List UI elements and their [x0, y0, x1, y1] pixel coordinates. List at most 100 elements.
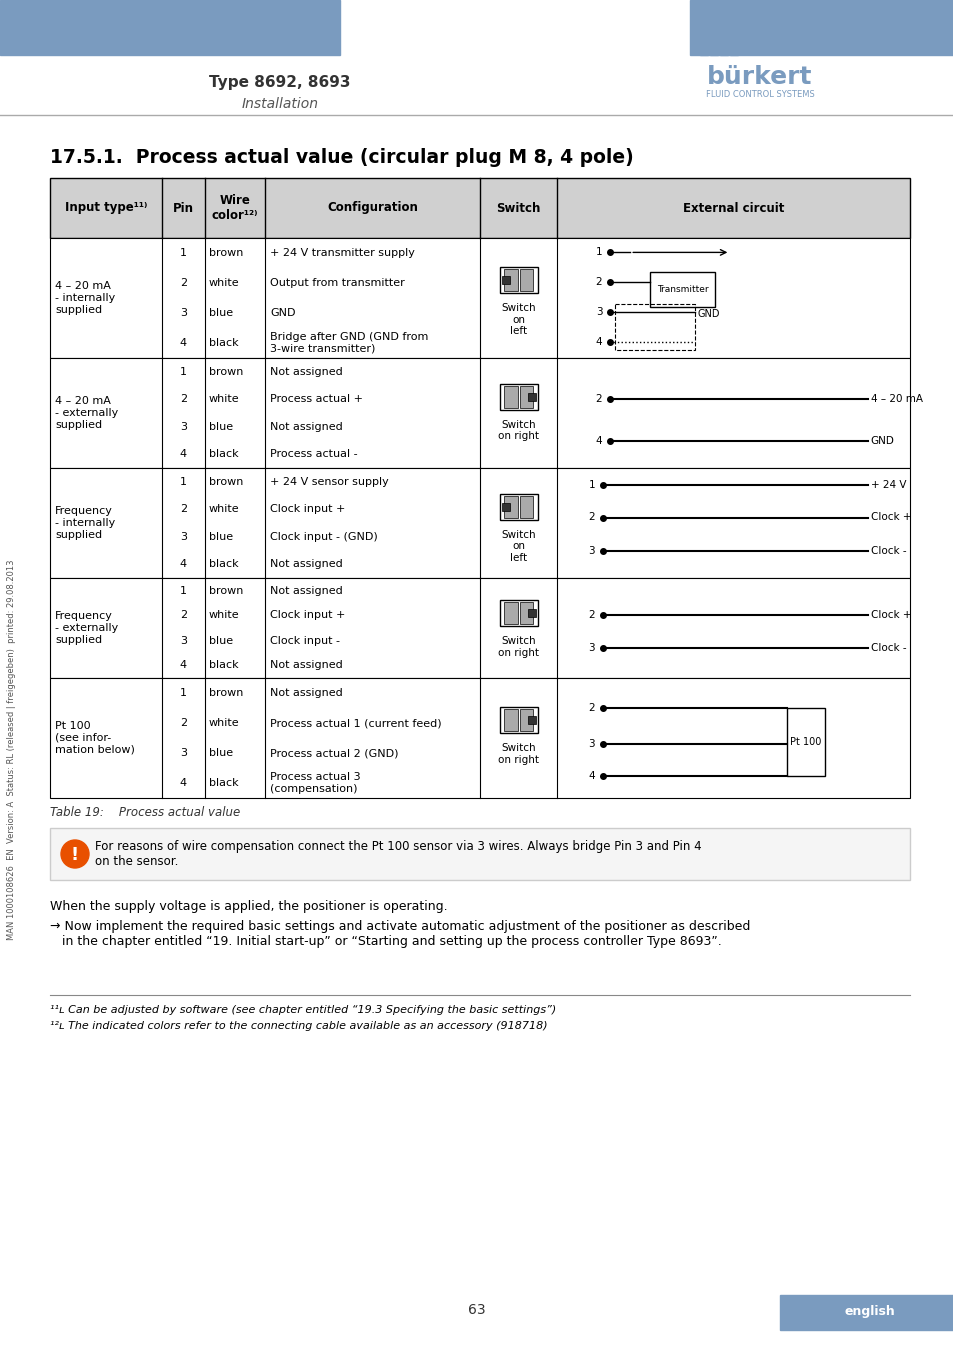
Text: blue: blue	[209, 308, 233, 319]
Text: GND: GND	[870, 436, 894, 446]
Text: Input type¹¹⁾: Input type¹¹⁾	[65, 201, 147, 215]
Text: white: white	[209, 505, 239, 514]
Bar	[786, 707, 823, 776]
Text: + 24 V transmitter supply: + 24 V transmitter supply	[270, 248, 415, 258]
Text: Switch
on right: Switch on right	[497, 636, 538, 657]
Bar	[615, 304, 695, 351]
Bar	[504, 386, 517, 408]
Bar	[519, 602, 533, 624]
Text: 4: 4	[179, 660, 187, 671]
Text: Pt 100
(see infor-
mation below): Pt 100 (see infor- mation below)	[55, 721, 134, 755]
Text: + 24 V: + 24 V	[870, 479, 905, 490]
Text: blue: blue	[209, 636, 233, 645]
Text: Switch
on
left: Switch on left	[501, 302, 536, 336]
Bar	[519, 386, 533, 408]
Bar	[501, 275, 509, 284]
Text: 2: 2	[588, 513, 595, 522]
Text: 2: 2	[595, 394, 601, 404]
Circle shape	[61, 840, 89, 868]
Bar	[527, 393, 536, 401]
Bar	[519, 495, 533, 517]
Bar	[700, 43, 769, 49]
Text: Not assigned: Not assigned	[270, 586, 342, 595]
Text: Pin: Pin	[172, 201, 193, 215]
Text: For reasons of wire compensation connect the Pt 100 sensor via 3 wires. Always b: For reasons of wire compensation connect…	[95, 840, 700, 868]
Text: Not assigned: Not assigned	[270, 688, 342, 698]
Bar	[650, 273, 715, 308]
Text: ¹²ʟ The indicated colors refer to the connecting cable available as an accessory: ¹²ʟ The indicated colors refer to the co…	[50, 1021, 547, 1031]
Bar	[504, 495, 517, 517]
Text: Clock input +: Clock input +	[270, 505, 345, 514]
Text: 1: 1	[179, 477, 187, 487]
Text: 4: 4	[595, 338, 601, 347]
Text: GND: GND	[270, 308, 295, 319]
Text: Frequency
- internally
supplied: Frequency - internally supplied	[55, 506, 115, 540]
Bar	[729, 43, 738, 55]
Text: 4: 4	[595, 436, 601, 446]
Text: → Now implement the required basic settings and activate automatic adjustment of: → Now implement the required basic setti…	[50, 919, 750, 948]
Text: 3: 3	[588, 738, 595, 749]
Text: When the supply voltage is applied, the positioner is operating.: When the supply voltage is applied, the …	[50, 900, 447, 913]
Text: 2: 2	[588, 610, 595, 620]
Text: Switch
on right: Switch on right	[497, 420, 538, 441]
Bar	[499, 707, 537, 733]
Text: Frequency
- externally
supplied: Frequency - externally supplied	[55, 612, 118, 644]
Text: Switch
on right: Switch on right	[497, 743, 538, 764]
Bar	[780, 1295, 953, 1330]
Text: 17.5.1.  Process actual value (circular plug M 8, 4 pole): 17.5.1. Process actual value (circular p…	[50, 148, 633, 167]
Text: 4 – 20 mA: 4 – 20 mA	[870, 394, 922, 404]
Text: Not assigned: Not assigned	[270, 367, 342, 377]
Bar	[700, 43, 707, 55]
Text: 4: 4	[179, 559, 187, 570]
Bar	[519, 269, 533, 292]
Text: Clock input - (GND): Clock input - (GND)	[270, 532, 377, 541]
Bar	[504, 602, 517, 624]
Text: FLUID CONTROL SYSTEMS: FLUID CONTROL SYSTEMS	[705, 90, 814, 99]
Bar	[504, 709, 517, 730]
Text: Not assigned: Not assigned	[270, 421, 342, 432]
Bar	[501, 502, 509, 510]
Text: 2: 2	[595, 277, 601, 288]
Text: Pt 100: Pt 100	[789, 737, 821, 747]
Text: Process actual 2 (GND): Process actual 2 (GND)	[270, 748, 398, 757]
Text: blue: blue	[209, 421, 233, 432]
Text: brown: brown	[209, 688, 243, 698]
Text: Clock -: Clock -	[870, 643, 905, 653]
Text: brown: brown	[209, 367, 243, 377]
Bar	[720, 43, 727, 55]
Text: 1: 1	[179, 248, 187, 258]
Text: Process actual +: Process actual +	[270, 394, 363, 404]
Text: !: !	[71, 846, 79, 864]
Text: 3: 3	[595, 308, 601, 317]
Text: 4 – 20 mA
- internally
supplied: 4 – 20 mA - internally supplied	[55, 281, 115, 315]
Bar	[527, 609, 536, 617]
Text: white: white	[209, 278, 239, 288]
Text: 63: 63	[468, 1303, 485, 1318]
Bar	[504, 269, 517, 292]
Text: 3: 3	[588, 643, 595, 653]
Text: 3: 3	[179, 532, 187, 541]
Bar	[50, 238, 909, 358]
Bar	[499, 599, 537, 626]
Text: 4 – 20 mA
- externally
supplied: 4 – 20 mA - externally supplied	[55, 397, 118, 429]
Text: 4: 4	[179, 338, 187, 348]
Bar	[527, 716, 536, 724]
Text: Transmitter: Transmitter	[657, 285, 708, 294]
Text: Switch: Switch	[496, 201, 540, 215]
Text: 4: 4	[179, 450, 187, 459]
Text: Output from transmitter: Output from transmitter	[270, 278, 404, 288]
Bar	[50, 358, 909, 468]
Text: white: white	[209, 610, 239, 621]
Text: Table 19:    Process actual value: Table 19: Process actual value	[50, 806, 240, 819]
Text: 4: 4	[588, 771, 595, 782]
Text: english: english	[843, 1305, 895, 1319]
Text: Configuration: Configuration	[327, 201, 417, 215]
Text: Not assigned: Not assigned	[270, 559, 342, 570]
Bar	[50, 678, 909, 798]
Text: Clock +: Clock +	[870, 610, 910, 620]
Text: 1: 1	[179, 688, 187, 698]
Bar	[709, 43, 718, 55]
Bar	[499, 494, 537, 520]
Text: black: black	[209, 450, 238, 459]
Text: black: black	[209, 660, 238, 671]
